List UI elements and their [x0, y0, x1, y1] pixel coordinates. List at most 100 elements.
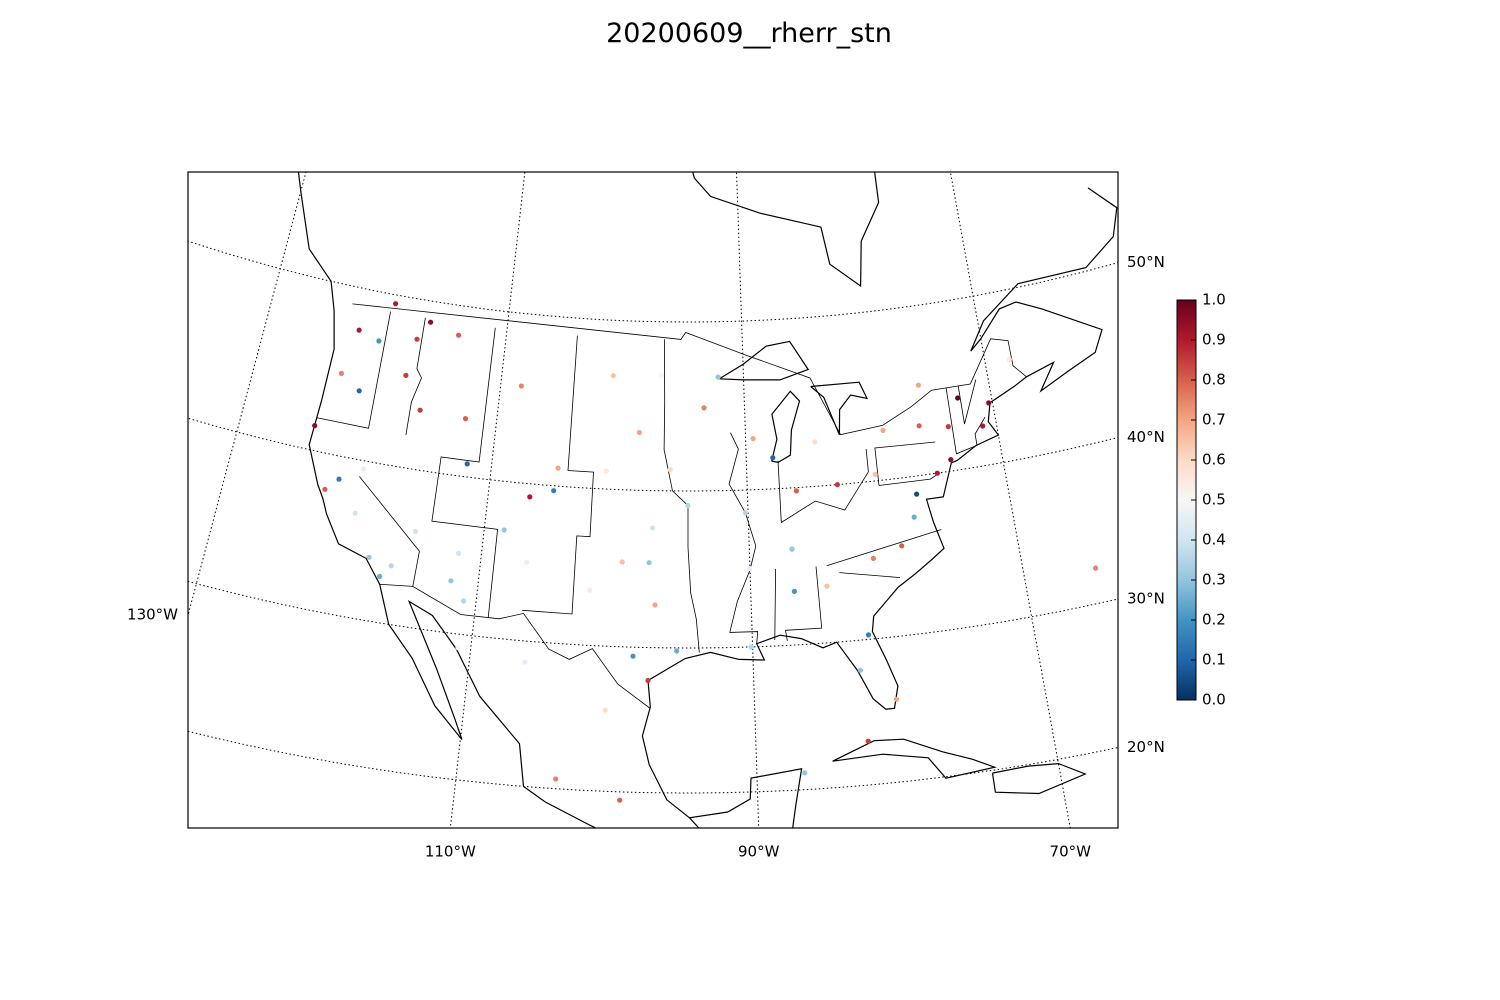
coastline — [688, 768, 803, 828]
station-point — [461, 598, 467, 604]
station-point — [701, 405, 707, 411]
meridian-line — [449, 172, 526, 828]
station-point — [630, 653, 636, 659]
station-point — [417, 407, 423, 413]
border — [957, 379, 977, 425]
station-point — [501, 527, 507, 533]
border — [522, 335, 594, 615]
coastline — [991, 762, 1087, 795]
station-point — [322, 486, 328, 492]
station-point — [376, 338, 382, 344]
border — [874, 441, 936, 486]
station-point — [356, 388, 362, 394]
parallel-line — [188, 580, 1118, 649]
border — [431, 327, 499, 618]
station-point — [865, 632, 872, 638]
station-point — [667, 467, 673, 473]
colorbar-tick-label: 0.6 — [1202, 451, 1226, 469]
station-point — [986, 400, 992, 406]
station-point — [412, 528, 419, 535]
station-point — [915, 382, 922, 388]
border — [774, 568, 776, 641]
station-point — [352, 510, 358, 516]
station-point — [652, 602, 658, 608]
station-point — [555, 465, 561, 471]
station-point — [793, 488, 800, 494]
border — [379, 583, 651, 709]
station-point — [791, 588, 798, 595]
border — [405, 317, 426, 435]
station-point — [674, 648, 680, 654]
station-point — [770, 455, 776, 461]
border — [352, 303, 1027, 436]
station-point — [802, 770, 808, 776]
station-point — [603, 468, 610, 474]
station-point — [916, 423, 922, 429]
station-point — [428, 319, 434, 325]
colorbar-tick-label: 0.7 — [1202, 411, 1226, 429]
border — [839, 572, 901, 578]
coastline — [297, 172, 598, 828]
border — [728, 432, 759, 644]
station-point — [464, 461, 470, 467]
border — [359, 476, 420, 587]
colorbar-tick-label: 0.4 — [1202, 531, 1226, 549]
station-point — [388, 563, 394, 569]
station-point — [455, 645, 461, 651]
border — [663, 339, 700, 653]
station-point — [747, 565, 753, 572]
station-point — [834, 482, 841, 488]
station-point — [980, 423, 986, 429]
border — [878, 472, 941, 486]
station-point — [366, 554, 372, 560]
station-point — [338, 370, 344, 376]
station-point — [899, 543, 905, 549]
station-point — [414, 336, 420, 342]
station-point — [870, 555, 877, 562]
station-point — [685, 503, 691, 509]
station-point — [658, 372, 665, 379]
station-point — [646, 560, 652, 566]
coastline — [810, 381, 869, 436]
station-point — [893, 696, 900, 702]
station-point — [377, 573, 383, 580]
meridian-label: 70°W — [1050, 843, 1092, 861]
station-point — [880, 427, 886, 433]
station-point — [455, 550, 462, 557]
station-point — [518, 383, 525, 389]
colorbar-tick-label: 0.9 — [1202, 331, 1226, 349]
station-point — [527, 494, 533, 500]
map-frame — [187, 171, 1119, 829]
coastline — [641, 187, 1118, 819]
colorbar-tick-label: 1.0 — [1202, 291, 1226, 309]
station-point — [824, 583, 830, 589]
station-point — [1006, 356, 1012, 363]
station-point — [617, 797, 623, 803]
station-point — [587, 587, 593, 593]
station-point — [750, 436, 756, 442]
station-point — [462, 416, 469, 422]
station-point — [360, 466, 367, 472]
station-point — [645, 677, 651, 684]
parallel-label: 30°N — [1127, 589, 1165, 607]
parallel-label: 20°N — [1127, 738, 1165, 756]
station-point — [619, 559, 625, 565]
station-point — [911, 514, 917, 520]
border — [777, 448, 869, 524]
coastline — [692, 172, 880, 288]
colorbar-tick-label: 0.1 — [1202, 651, 1226, 669]
station-point — [312, 423, 318, 429]
colorbar-tick-label: 0.0 — [1202, 691, 1226, 709]
parallel-label: 50°N — [1127, 253, 1165, 271]
station-point — [1093, 565, 1099, 571]
station-point — [524, 559, 530, 565]
border — [826, 529, 942, 567]
station-point — [865, 738, 871, 744]
border — [945, 387, 986, 455]
colorbar-tick-label: 0.8 — [1202, 371, 1226, 389]
station-point — [553, 776, 559, 782]
coastline — [719, 340, 810, 381]
station-point — [636, 429, 643, 436]
